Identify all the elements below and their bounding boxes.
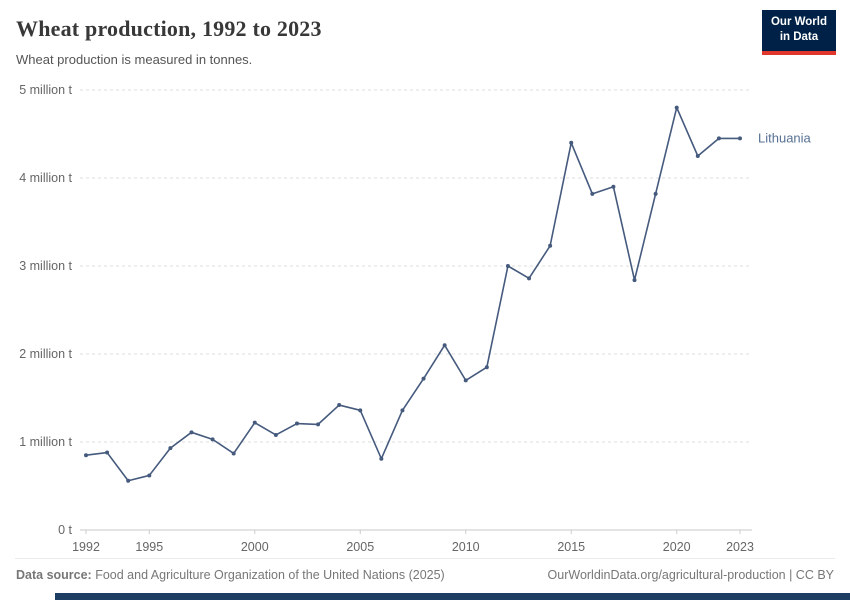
x-axis-label: 2015 (557, 540, 585, 554)
y-axis-label: 4 million t (19, 171, 72, 185)
data-point (569, 140, 574, 145)
owid-logo[interactable]: Our World in Data (761, 10, 836, 55)
y-axis-label: 5 million t (19, 83, 72, 97)
y-axis-label: 2 million t (19, 347, 72, 361)
data-point (273, 432, 278, 437)
page-subtitle: Wheat production is measured in tonnes. (16, 52, 253, 67)
footer-link[interactable]: OurWorldinData.org/agricultural-producti… (547, 568, 834, 582)
x-axis-label: 2010 (452, 540, 480, 554)
data-point (442, 343, 447, 348)
data-point (337, 403, 342, 408)
y-axis-label: 0 t (58, 523, 72, 537)
data-point (147, 473, 152, 478)
x-axis-label: 2005 (346, 540, 374, 554)
data-point (358, 408, 363, 413)
data-point (632, 278, 637, 283)
data-point (463, 378, 468, 383)
x-axis-label: 1992 (72, 540, 100, 554)
data-source-label: Data source: (16, 568, 92, 582)
data-point (84, 453, 88, 458)
data-point (168, 446, 173, 451)
data-point (400, 408, 405, 413)
data-point (126, 478, 131, 483)
data-point (738, 136, 742, 141)
footer-divider (15, 558, 835, 559)
owid-logo-line1: Our World (770, 16, 827, 28)
x-axis-label: 2023 (726, 540, 754, 554)
data-point (294, 421, 299, 426)
x-axis-label: 1995 (135, 540, 163, 554)
data-point (252, 420, 257, 425)
data-point (379, 456, 384, 461)
x-axis-label: 2000 (241, 540, 269, 554)
data-point (505, 264, 510, 268)
bottom-bar (55, 593, 850, 600)
data-point (189, 430, 194, 435)
data-point (611, 184, 616, 189)
data-point (590, 191, 595, 196)
data-point (421, 376, 426, 381)
page-title: Wheat production, 1992 to 2023 (16, 16, 322, 41)
data-point (484, 365, 489, 370)
owid-logo-line2: in Data (779, 30, 819, 43)
data-point (231, 451, 236, 456)
footer: Data source: Food and Agriculture Organi… (16, 568, 834, 582)
data-point (653, 191, 658, 196)
series-line (85, 106, 741, 482)
data-point (527, 276, 532, 281)
data-point (548, 243, 553, 248)
data-point (695, 154, 700, 158)
data-source: Data source: Food and Agriculture Organi… (16, 568, 445, 582)
data-point (210, 437, 215, 442)
line-chart: 0 t 1 million t 2 million t 3 million t 4 mi… (19, 83, 812, 554)
data-source-text: Food and Agriculture Organization of the… (91, 568, 445, 582)
data-point (105, 450, 110, 455)
data-point (674, 105, 679, 110)
y-axis-label: 3 million t (19, 259, 72, 273)
data-point (316, 422, 321, 427)
y-axis-label: 1 million t (19, 435, 72, 449)
data-point (716, 136, 721, 141)
series-label: Lithuania (758, 130, 812, 145)
x-axis-label: 2020 (663, 540, 691, 554)
